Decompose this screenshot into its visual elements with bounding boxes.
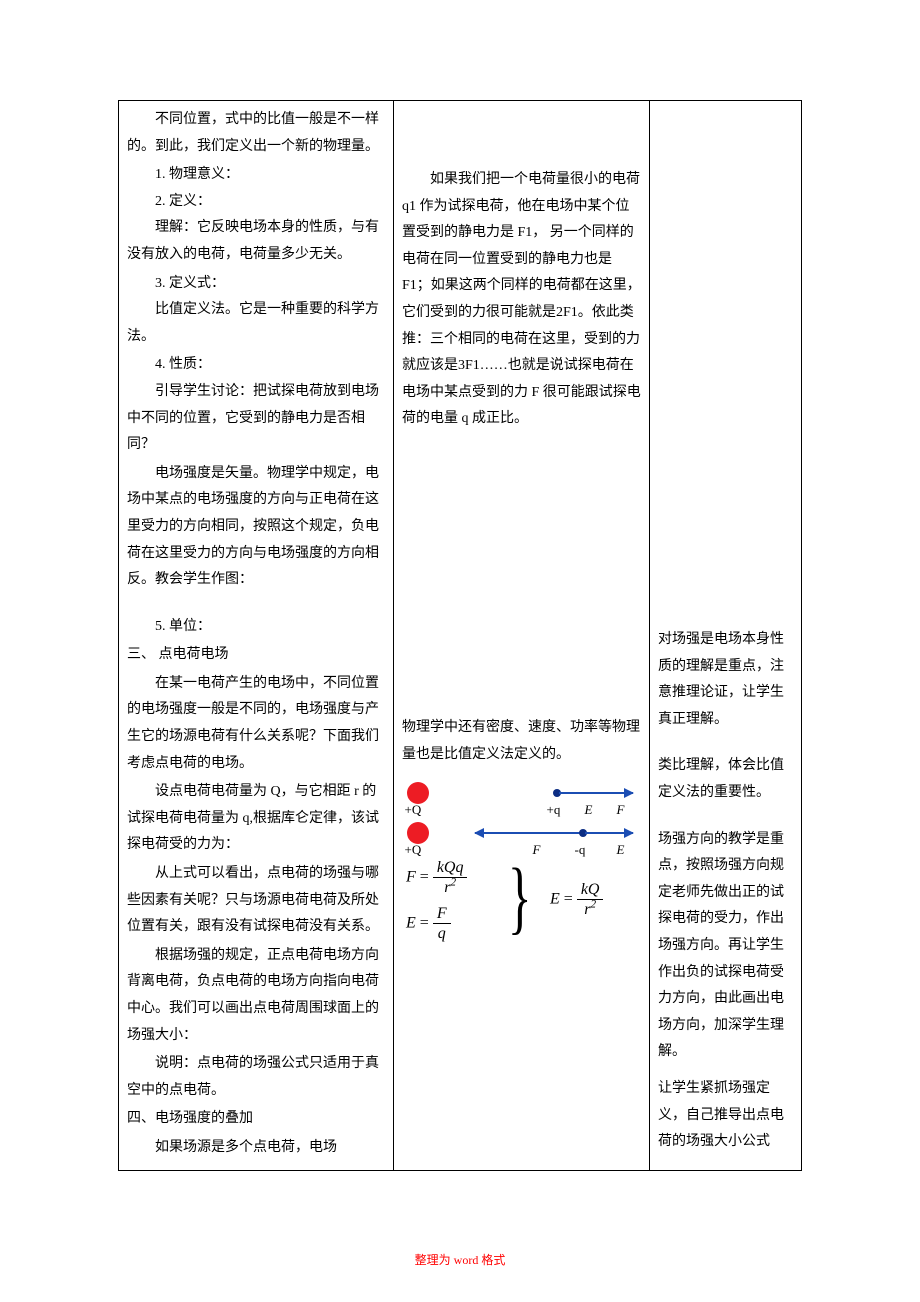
left-p3: 比值定义法。它是一种重要的科学方法。 — [127, 297, 385, 350]
spacer — [658, 107, 793, 627]
footer-text: 整理为 word 格式 — [0, 1249, 920, 1272]
spacer — [658, 735, 793, 753]
formula-block: F = kQq r2 E = F q } E = — [402, 858, 641, 948]
left-li4: 4. 性质： — [127, 352, 385, 379]
left-li3: 3. 定义式： — [127, 271, 385, 298]
right-p2: 类比理解，体会比值定义法的重要性。 — [658, 753, 793, 806]
lesson-table: 不同位置，式中的比值一般是不一样的。到此，我们定义出一个新的物理量。 1. 物理… — [118, 100, 802, 1171]
left-p9: 根据场强的规定，正点电荷电场方向背离电荷，负点电荷的电场方向指向电荷中心。我们可… — [127, 943, 385, 1049]
arrow-icon — [559, 792, 633, 794]
left-li1: 1. 物理意义： — [127, 162, 385, 189]
spacer — [402, 435, 641, 715]
diagram-row-negative: +Q F -q E — [403, 816, 641, 852]
spacer — [658, 809, 793, 827]
left-li5: 5. 单位： — [127, 614, 385, 641]
left-p5: 电场强度是矢量。物理学中规定，电场中某点的电场强度的方向与正电荷在这里受力的方向… — [127, 461, 385, 594]
left-p11: 如果场源是多个点电荷，电场 — [127, 1135, 385, 1162]
left-p8: 从上式可以看出，点电荷的场强与哪些因素有关呢？只与场源电荷电荷及所处位置有关，跟… — [127, 861, 385, 941]
left-h3: 三、 点电荷电场 — [127, 642, 385, 669]
spacer — [127, 596, 385, 614]
left-p10: 说明：点电荷的场强公式只适用于真空中的点电荷。 — [127, 1051, 385, 1104]
col-right: 对场强是电场本身性质的理解是重点，注意推理论证，让学生真正理解。 类比理解，体会… — [650, 101, 802, 1170]
field-diagram: +Q +q E F +Q F -q E — [402, 776, 641, 852]
right-p3: 场强方向的教学是重点，按照场强方向规定老师先做出正的试探电荷的受力，作出场强方向… — [658, 827, 793, 1066]
right-p4: 让学生紧抓场强定义，自己推导出点电荷的场强大小公式 — [658, 1076, 793, 1156]
left-p7: 设点电荷电荷量为 Q，与它相距 r 的试探电荷电荷量为 q,根据库仑定律，该试探… — [127, 779, 385, 859]
right-p1: 对场强是电场本身性质的理解是重点，注意推理论证，让学生真正理解。 — [658, 627, 793, 733]
arrow-icon — [585, 832, 633, 834]
brace-icon: } — [508, 856, 532, 938]
formula-F: F = kQq r2 — [406, 858, 467, 897]
formula-E2: E = kQ r2 — [550, 880, 603, 919]
spacer — [658, 1068, 793, 1076]
arrow-icon — [475, 832, 581, 834]
left-h4: 四、电场强度的叠加 — [127, 1106, 385, 1133]
page: 不同位置，式中的比值一般是不一样的。到此，我们定义出一个新的物理量。 1. 物理… — [0, 0, 920, 1302]
left-p1: 不同位置，式中的比值一般是不一样的。到此，我们定义出一个新的物理量。 — [127, 107, 385, 160]
spacer — [402, 107, 641, 167]
left-p4: 引导学生讨论：把试探电荷放到电场中不同的位置，它受到的静电力是否相同？ — [127, 379, 385, 459]
formula-E1: E = F q — [406, 904, 451, 943]
left-p6: 在某一电荷产生的电场中，不同位置的电场强度一般是不同的，电场强度与产生它的场源电… — [127, 671, 385, 777]
left-li2: 2. 定义： — [127, 189, 385, 216]
left-p2: 理解：它反映电场本身的性质，与有没有放入的电荷，电荷量多少无关。 — [127, 215, 385, 268]
col-mid: 如果我们把一个电荷量很小的电荷 q1 作为试探电荷，他在电场中某个位置受到的静电… — [394, 101, 650, 1170]
col-left: 不同位置，式中的比值一般是不一样的。到此，我们定义出一个新的物理量。 1. 物理… — [118, 101, 394, 1170]
mid-p1: 如果我们把一个电荷量很小的电荷 q1 作为试探电荷，他在电场中某个位置受到的静电… — [402, 167, 641, 433]
mid-p2: 物理学中还有密度、速度、功率等物理量也是比值定义法定义的。 — [402, 715, 641, 768]
diagram-row-positive: +Q +q E F — [403, 776, 641, 812]
